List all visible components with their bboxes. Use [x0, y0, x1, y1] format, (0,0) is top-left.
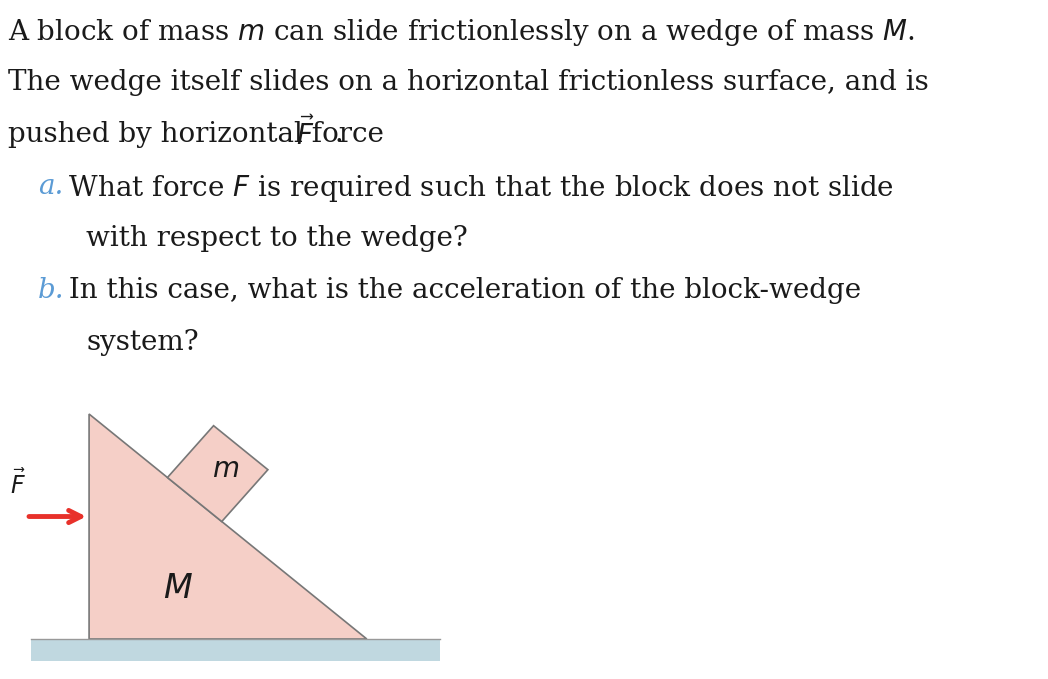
Polygon shape — [168, 426, 268, 521]
Text: pushed by horizontal force: pushed by horizontal force — [8, 121, 393, 148]
Polygon shape — [31, 639, 440, 661]
Polygon shape — [89, 414, 367, 639]
Text: $m$: $m$ — [213, 456, 240, 483]
Text: A block of mass $m$ can slide frictionlessly on a wedge of mass $M$.: A block of mass $m$ can slide frictionle… — [8, 17, 915, 48]
Text: $\vec{F}$: $\vec{F}$ — [9, 469, 26, 498]
Text: The wedge itself slides on a horizontal frictionless surface, and is: The wedge itself slides on a horizontal … — [8, 69, 929, 96]
Text: .: . — [326, 121, 344, 148]
Text: $M$: $M$ — [163, 573, 193, 605]
Text: with respect to the wedge?: with respect to the wedge? — [86, 225, 467, 252]
Text: $\vec{F}$: $\vec{F}$ — [296, 117, 314, 151]
Text: What force $F$ is required such that the block does not slide: What force $F$ is required such that the… — [60, 173, 894, 204]
Text: system?: system? — [86, 329, 199, 356]
Text: b.: b. — [38, 277, 65, 304]
Text: In this case, what is the acceleration of the block-wedge: In this case, what is the acceleration o… — [60, 277, 861, 304]
Text: a.: a. — [38, 173, 63, 200]
